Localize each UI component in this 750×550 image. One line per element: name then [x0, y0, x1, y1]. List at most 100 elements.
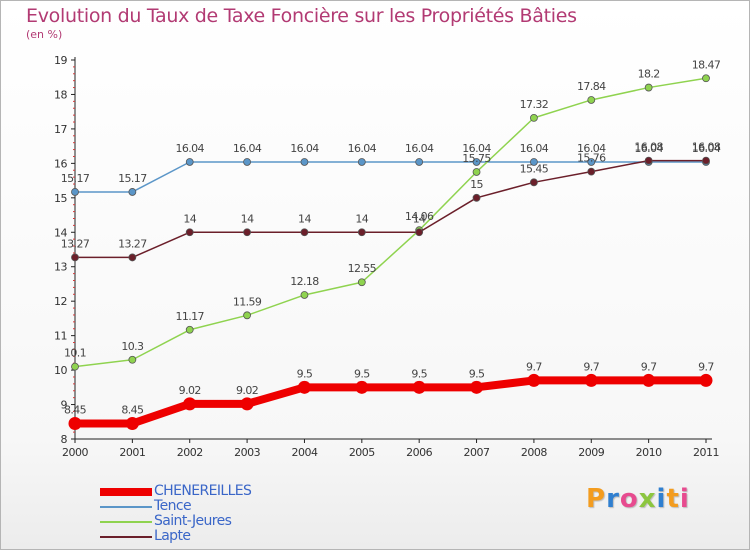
- data-label-lapte: 16.08: [692, 141, 721, 154]
- data-label-chenereilles: 9.5: [411, 367, 427, 380]
- x-tick-label: 2006: [406, 446, 432, 459]
- x-tick-label: 2005: [349, 446, 375, 459]
- data-point-lapte: [530, 178, 538, 187]
- data-point-tence: [530, 158, 538, 166]
- data-point-saint-jeures: [185, 325, 194, 334]
- y-tick-label: 13: [54, 261, 67, 274]
- series-line-tence: [75, 161, 706, 193]
- x-tick-label: 2003: [234, 446, 260, 459]
- data-point-tence: [243, 158, 251, 166]
- data-label-lapte: 14: [241, 212, 254, 225]
- logo-letter: x: [638, 484, 657, 514]
- x-tick-label: 2010: [636, 446, 662, 459]
- data-label-saint-jeures: 18.47: [692, 58, 721, 71]
- data-label-chenereilles: 9.7: [641, 360, 657, 373]
- data-point-chenereilles: [68, 416, 82, 430]
- data-point-tence: [357, 158, 366, 166]
- data-label-chenereilles: 9.7: [698, 360, 714, 373]
- data-label-lapte: 13.27: [118, 237, 147, 250]
- data-label-chenereilles: 9.7: [526, 360, 542, 373]
- y-tick-label: 19: [54, 54, 67, 67]
- y-tick-label: 12: [54, 295, 67, 308]
- data-point-chenereilles: [355, 380, 369, 394]
- data-point-tence: [300, 158, 309, 166]
- y-tick-label: 9: [61, 399, 68, 412]
- data-label-tence: 16.04: [175, 142, 204, 155]
- data-label-saint-jeures: 12.55: [348, 262, 377, 275]
- data-label-tence: 16.04: [233, 142, 262, 155]
- data-point-tence: [185, 158, 194, 166]
- data-label-lapte: 14: [355, 212, 368, 225]
- x-tick-label: 2007: [464, 446, 490, 459]
- data-label-tence: 16.04: [634, 142, 663, 155]
- y-tick-label: 11: [54, 330, 67, 343]
- data-point-lapte: [644, 156, 653, 165]
- data-label-saint-jeures: 17.32: [520, 98, 549, 111]
- data-point-chenereilles: [240, 397, 254, 411]
- data-label-chenereilles: 8.45: [64, 403, 87, 416]
- data-label-lapte: 14: [183, 212, 196, 225]
- data-label-tence: 16.04: [405, 142, 434, 155]
- data-point-saint-jeures: [71, 362, 79, 371]
- data-label-lapte: 13.27: [61, 237, 90, 250]
- data-label-saint-jeures: 10.3: [121, 340, 144, 353]
- data-point-chenereilles: [470, 380, 484, 394]
- x-tick-label: 2008: [521, 446, 547, 459]
- legend-swatch-tence: [100, 506, 152, 508]
- data-point-lapte: [128, 253, 137, 262]
- data-point-tence: [71, 188, 79, 196]
- data-label-lapte: 15: [470, 178, 483, 191]
- x-tick-label: 2004: [291, 446, 317, 459]
- legend-swatch-saint-jeures: [100, 521, 152, 523]
- data-label-tence: 16.04: [520, 142, 549, 155]
- data-label-chenereilles: 9.5: [297, 367, 313, 380]
- data-point-lapte: [243, 228, 251, 237]
- data-label-lapte: 15.76: [577, 152, 606, 165]
- data-point-saint-jeures: [587, 96, 596, 104]
- legend-label-lapte: Lapte: [154, 528, 191, 544]
- data-label-tence: 15.17: [118, 172, 147, 185]
- data-point-chenereilles: [297, 380, 311, 394]
- data-label-chenereilles: 9.5: [469, 367, 485, 380]
- data-label-chenereilles: 9.7: [583, 360, 599, 373]
- data-point-lapte: [300, 228, 309, 237]
- x-tick-label: 2002: [177, 446, 203, 459]
- data-label-tence: 15.17: [61, 172, 90, 185]
- data-point-lapte: [415, 228, 424, 237]
- data-point-chenereilles: [642, 373, 656, 387]
- x-tick-label: 2011: [693, 446, 719, 459]
- data-point-lapte: [587, 167, 596, 176]
- y-tick-label: 18: [54, 88, 67, 101]
- data-label-lapte: 14: [298, 212, 311, 225]
- y-tick-label: 17: [54, 123, 67, 136]
- logo-letter: r: [606, 484, 620, 514]
- data-point-tence: [472, 158, 481, 166]
- y-tick-label: 10: [54, 364, 67, 377]
- data-point-lapte: [71, 253, 79, 262]
- x-tick-label: 2001: [119, 446, 145, 459]
- data-label-chenereilles: 9.02: [236, 384, 258, 397]
- data-point-chenereilles: [699, 373, 713, 387]
- data-point-saint-jeures: [128, 355, 137, 364]
- y-tick-label: 8: [61, 433, 68, 446]
- data-label-chenereilles: 9.02: [179, 384, 201, 397]
- data-label-saint-jeures: 11.59: [233, 295, 262, 308]
- x-tick-label: 2009: [578, 446, 604, 459]
- data-point-chenereilles: [183, 397, 197, 411]
- logo-letter: i: [656, 484, 667, 514]
- data-label-lapte: 15.45: [520, 162, 549, 175]
- data-point-chenereilles: [527, 373, 541, 387]
- data-point-saint-jeures: [357, 278, 366, 287]
- data-label-saint-jeures: 15.75: [462, 152, 491, 165]
- data-point-chenereilles: [584, 373, 598, 387]
- series-line-chenereilles: [75, 376, 706, 428]
- data-label-tence: 16.04: [290, 142, 319, 155]
- logo-letter: t: [666, 484, 680, 514]
- data-point-tence: [128, 188, 137, 196]
- y-tick-label: 16: [54, 157, 67, 170]
- data-label-chenereilles: 8.45: [121, 403, 144, 416]
- data-label-saint-jeures: 10.1: [64, 347, 86, 360]
- series-line-saint-jeures: [74, 77, 707, 368]
